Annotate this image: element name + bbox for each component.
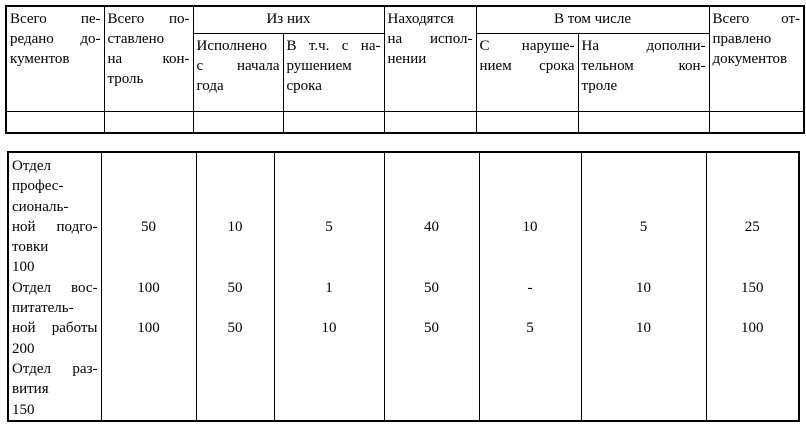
empty-cell <box>103 110 194 134</box>
header-additional-control: На дополни- тельном кон- троле <box>577 32 710 112</box>
data-table: Отдел профес- сиональ- ной подго- товки … <box>7 151 800 422</box>
header-overdue: С наруше- нием срока <box>475 32 579 112</box>
header-total-transferred: Всего пе- редано до- кументов <box>5 5 105 112</box>
values-total-sent: 25 150 100 <box>705 151 800 422</box>
group-header-v-tom-chisle: В том числе <box>475 5 710 34</box>
empty-cell <box>282 110 385 134</box>
group-header-iz-nih: Из них <box>192 5 385 34</box>
empty-cell <box>475 110 579 134</box>
values-executed-since-year-start: 10 50 50 <box>195 151 275 422</box>
values-executed-overdue: 5 1 10 <box>273 151 385 422</box>
departments-cell: Отдел профес- сиональ- ной подго- товки … <box>7 151 102 422</box>
empty-cell <box>5 110 105 134</box>
header-table: Всего пе- редано до- кументов Всего по- … <box>5 5 806 134</box>
empty-cell <box>192 110 284 134</box>
empty-cell <box>383 110 477 134</box>
values-additional-control: 5 10 10 <box>580 151 707 422</box>
values-overdue: 10 - 5 <box>478 151 582 422</box>
header-executed-since-year-start: Исполнено с начала года <box>192 32 284 112</box>
header-in-progress: Находятся на испол- нении <box>383 5 477 112</box>
empty-cell <box>577 110 710 134</box>
header-executed-overdue: В т.ч. с на- рушением срока <box>282 32 385 112</box>
header-on-control: Всего по- ставлено на кон- троль <box>103 5 194 112</box>
header-total-sent: Всего от- правлено документов <box>708 5 805 112</box>
values-in-progress: 40 50 50 <box>383 151 480 422</box>
empty-cell <box>708 110 805 134</box>
values-on-control: 50 100 100 <box>100 151 197 422</box>
